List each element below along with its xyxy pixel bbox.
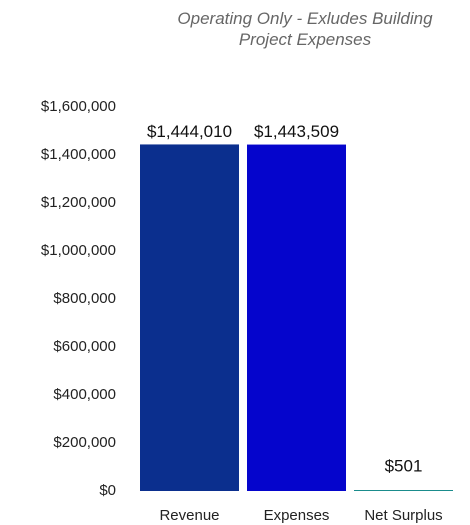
y-tick-label: $1,200,000 (41, 194, 116, 211)
chart-title: Operating Only - Exludes Building Projec… (177, 9, 433, 49)
y-tick-label: $1,400,000 (41, 146, 116, 163)
x-tick-label: Revenue (159, 507, 219, 524)
y-tick-label: $1,600,000 (41, 98, 116, 115)
y-tick-label: $400,000 (53, 386, 116, 403)
value-label: $501 (385, 456, 423, 475)
y-tick-label: $1,000,000 (41, 242, 116, 259)
bar (354, 490, 453, 491)
bar (140, 144, 239, 491)
bar (247, 144, 346, 491)
value-label: $1,444,010 (147, 122, 232, 141)
value-label: $1,443,509 (254, 122, 339, 141)
y-tick-label: $200,000 (53, 434, 116, 451)
y-tick-label: $0 (99, 482, 116, 499)
x-tick-label: Net Surplus (364, 507, 442, 524)
x-tick-label: Expenses (264, 507, 330, 524)
y-tick-label: $800,000 (53, 290, 116, 307)
y-tick-label: $600,000 (53, 338, 116, 355)
